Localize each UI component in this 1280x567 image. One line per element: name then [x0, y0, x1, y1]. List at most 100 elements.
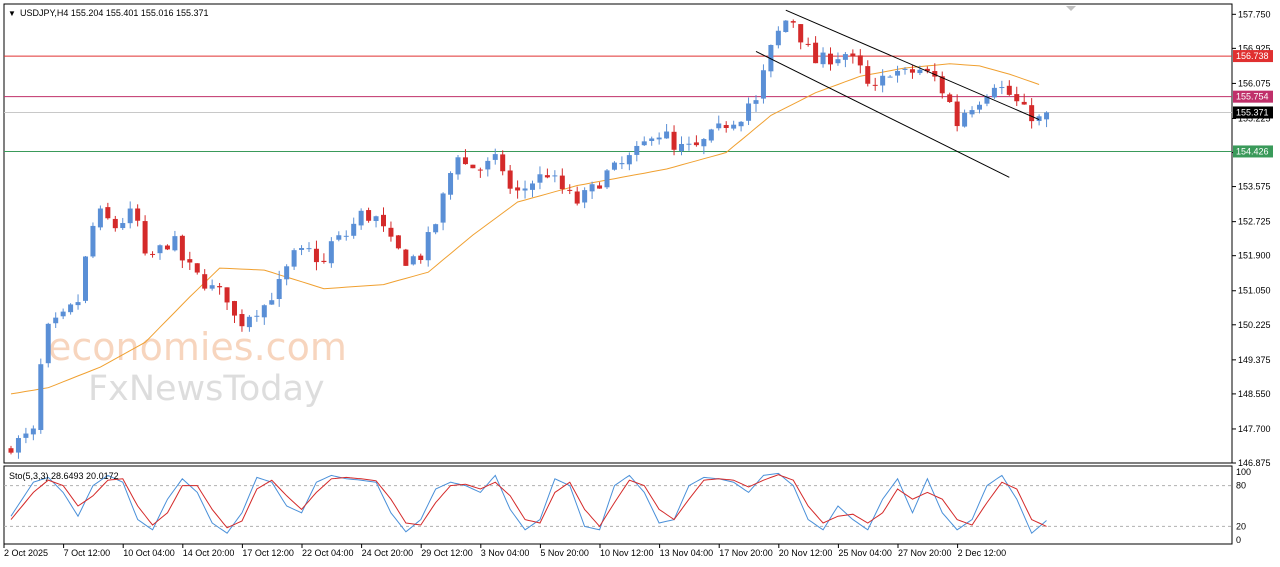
- price-tick-label: 147.700: [1238, 424, 1271, 434]
- candle-body: [1044, 112, 1050, 120]
- candle-body: [425, 232, 431, 261]
- candle-body: [887, 76, 893, 78]
- pivot-level-label: 155.754: [1236, 92, 1269, 102]
- time-tick-label: 22 Oct 04:00: [302, 548, 354, 558]
- candle-body: [112, 218, 118, 229]
- collapse-triangle-icon[interactable]: ▼: [8, 9, 16, 18]
- watermark-economies: economies.com: [48, 325, 347, 369]
- price-tick-label: 150.225: [1238, 320, 1271, 330]
- candle-body: [343, 235, 349, 237]
- price-tick-label: 148.550: [1238, 389, 1271, 399]
- time-tick-label: 24 Oct 20:00: [362, 548, 414, 558]
- candle-body: [306, 248, 312, 250]
- candle-body: [828, 53, 833, 65]
- candle-body: [947, 94, 953, 102]
- price-tick-label: 157.750: [1238, 9, 1271, 19]
- stochastic-oscillator: 100 80 20 0: [4, 467, 1251, 545]
- trend-channel[interactable]: [755, 9, 1040, 178]
- stoch-tick-label: 80: [1236, 481, 1246, 491]
- candle-body: [105, 207, 111, 219]
- candle-body: [701, 139, 707, 147]
- candle-body: [611, 162, 617, 170]
- time-tick-label: 25 Nov 04:00: [838, 548, 892, 558]
- candle-body: [462, 157, 468, 165]
- candle-body: [83, 256, 88, 301]
- candle-body: [388, 227, 394, 237]
- candle-body: [179, 235, 185, 261]
- candle-body: [492, 154, 498, 160]
- candle-body: [217, 286, 223, 288]
- candle-body: [209, 285, 215, 289]
- candle-body: [783, 20, 789, 33]
- candle-body: [90, 225, 96, 257]
- candle-body: [1036, 116, 1042, 121]
- time-tick-label: 14 Oct 20:00: [183, 548, 235, 558]
- price-tick-label: 151.900: [1238, 251, 1271, 261]
- candle-body: [760, 70, 766, 99]
- time-tick-label: 27 Nov 20:00: [898, 548, 952, 558]
- candle-body: [619, 163, 625, 165]
- candle-body: [1006, 85, 1012, 95]
- candle-body: [664, 131, 670, 139]
- chart-shift-marker-icon[interactable]: [1066, 6, 1076, 11]
- price-tick-label: 156.075: [1238, 78, 1271, 88]
- candle-body: [641, 141, 647, 146]
- stochastic-header: Sto(5,3,3) 28.6493 20.0172: [9, 471, 119, 481]
- candle-body: [127, 208, 133, 224]
- channel-upper-line: [785, 9, 1040, 120]
- price-tick-label: 149.375: [1238, 355, 1271, 365]
- candle-body: [194, 263, 200, 273]
- stoch-k-line: [10, 472, 1047, 535]
- candle-body: [716, 123, 722, 129]
- candle-body: [693, 142, 699, 146]
- candle-body: [649, 138, 655, 141]
- candle-body: [157, 245, 163, 254]
- price-tick-label: 155.225: [1238, 113, 1271, 123]
- time-tick-label: 7 Oct 12:00: [64, 548, 111, 558]
- candle-body: [351, 223, 357, 236]
- stoch-tick-label: 0: [1236, 535, 1241, 545]
- candle-body: [515, 187, 521, 191]
- candle-body: [321, 260, 327, 263]
- stochastic-pane[interactable]: [3, 465, 1233, 545]
- candle-body: [909, 69, 915, 73]
- candlesticks: [8, 19, 1050, 459]
- candle-body: [246, 316, 252, 328]
- candle-body: [582, 190, 588, 203]
- candle-body: [433, 224, 439, 233]
- candle-body: [850, 53, 856, 57]
- candle-body: [708, 129, 714, 141]
- candle-body: [820, 52, 826, 65]
- time-tick-label: 3 Nov 04:00: [481, 548, 530, 558]
- candle-body: [485, 160, 491, 170]
- candle-body: [790, 21, 796, 23]
- current-level-label-box: [1233, 106, 1273, 119]
- candle-body: [902, 68, 908, 70]
- candle-body: [507, 170, 513, 189]
- candle-body: [38, 364, 44, 430]
- candle-body: [15, 438, 21, 453]
- candle-body: [403, 249, 409, 266]
- candle-body: [798, 24, 804, 43]
- current-level-label: 155.371: [1236, 107, 1269, 117]
- price-tick-label: 151.050: [1238, 286, 1271, 296]
- candle-body: [254, 315, 260, 317]
- level-labels: 156.738 155.754 155.371 154.426: [1233, 50, 1273, 158]
- channel-lower-line: [755, 50, 1010, 178]
- candle-body: [775, 30, 781, 46]
- time-tick-label: 5 Nov 20:00: [540, 548, 589, 558]
- price-tick-label: 156.925: [1238, 43, 1271, 53]
- watermark-fxnewstoday: FxNewsToday: [88, 369, 325, 409]
- time-tick-label: 10 Oct 04:00: [123, 548, 175, 558]
- candle-body: [835, 59, 841, 64]
- candle-body: [269, 300, 275, 305]
- candle-body: [120, 223, 126, 229]
- candle-body: [202, 274, 208, 289]
- candle-body: [164, 245, 170, 250]
- time-tick-label: 17 Oct 12:00: [242, 548, 294, 558]
- candle-body: [284, 266, 290, 280]
- time-tick-label: 20 Nov 12:00: [779, 548, 833, 558]
- candle-body: [984, 96, 990, 104]
- candle-body: [552, 175, 558, 177]
